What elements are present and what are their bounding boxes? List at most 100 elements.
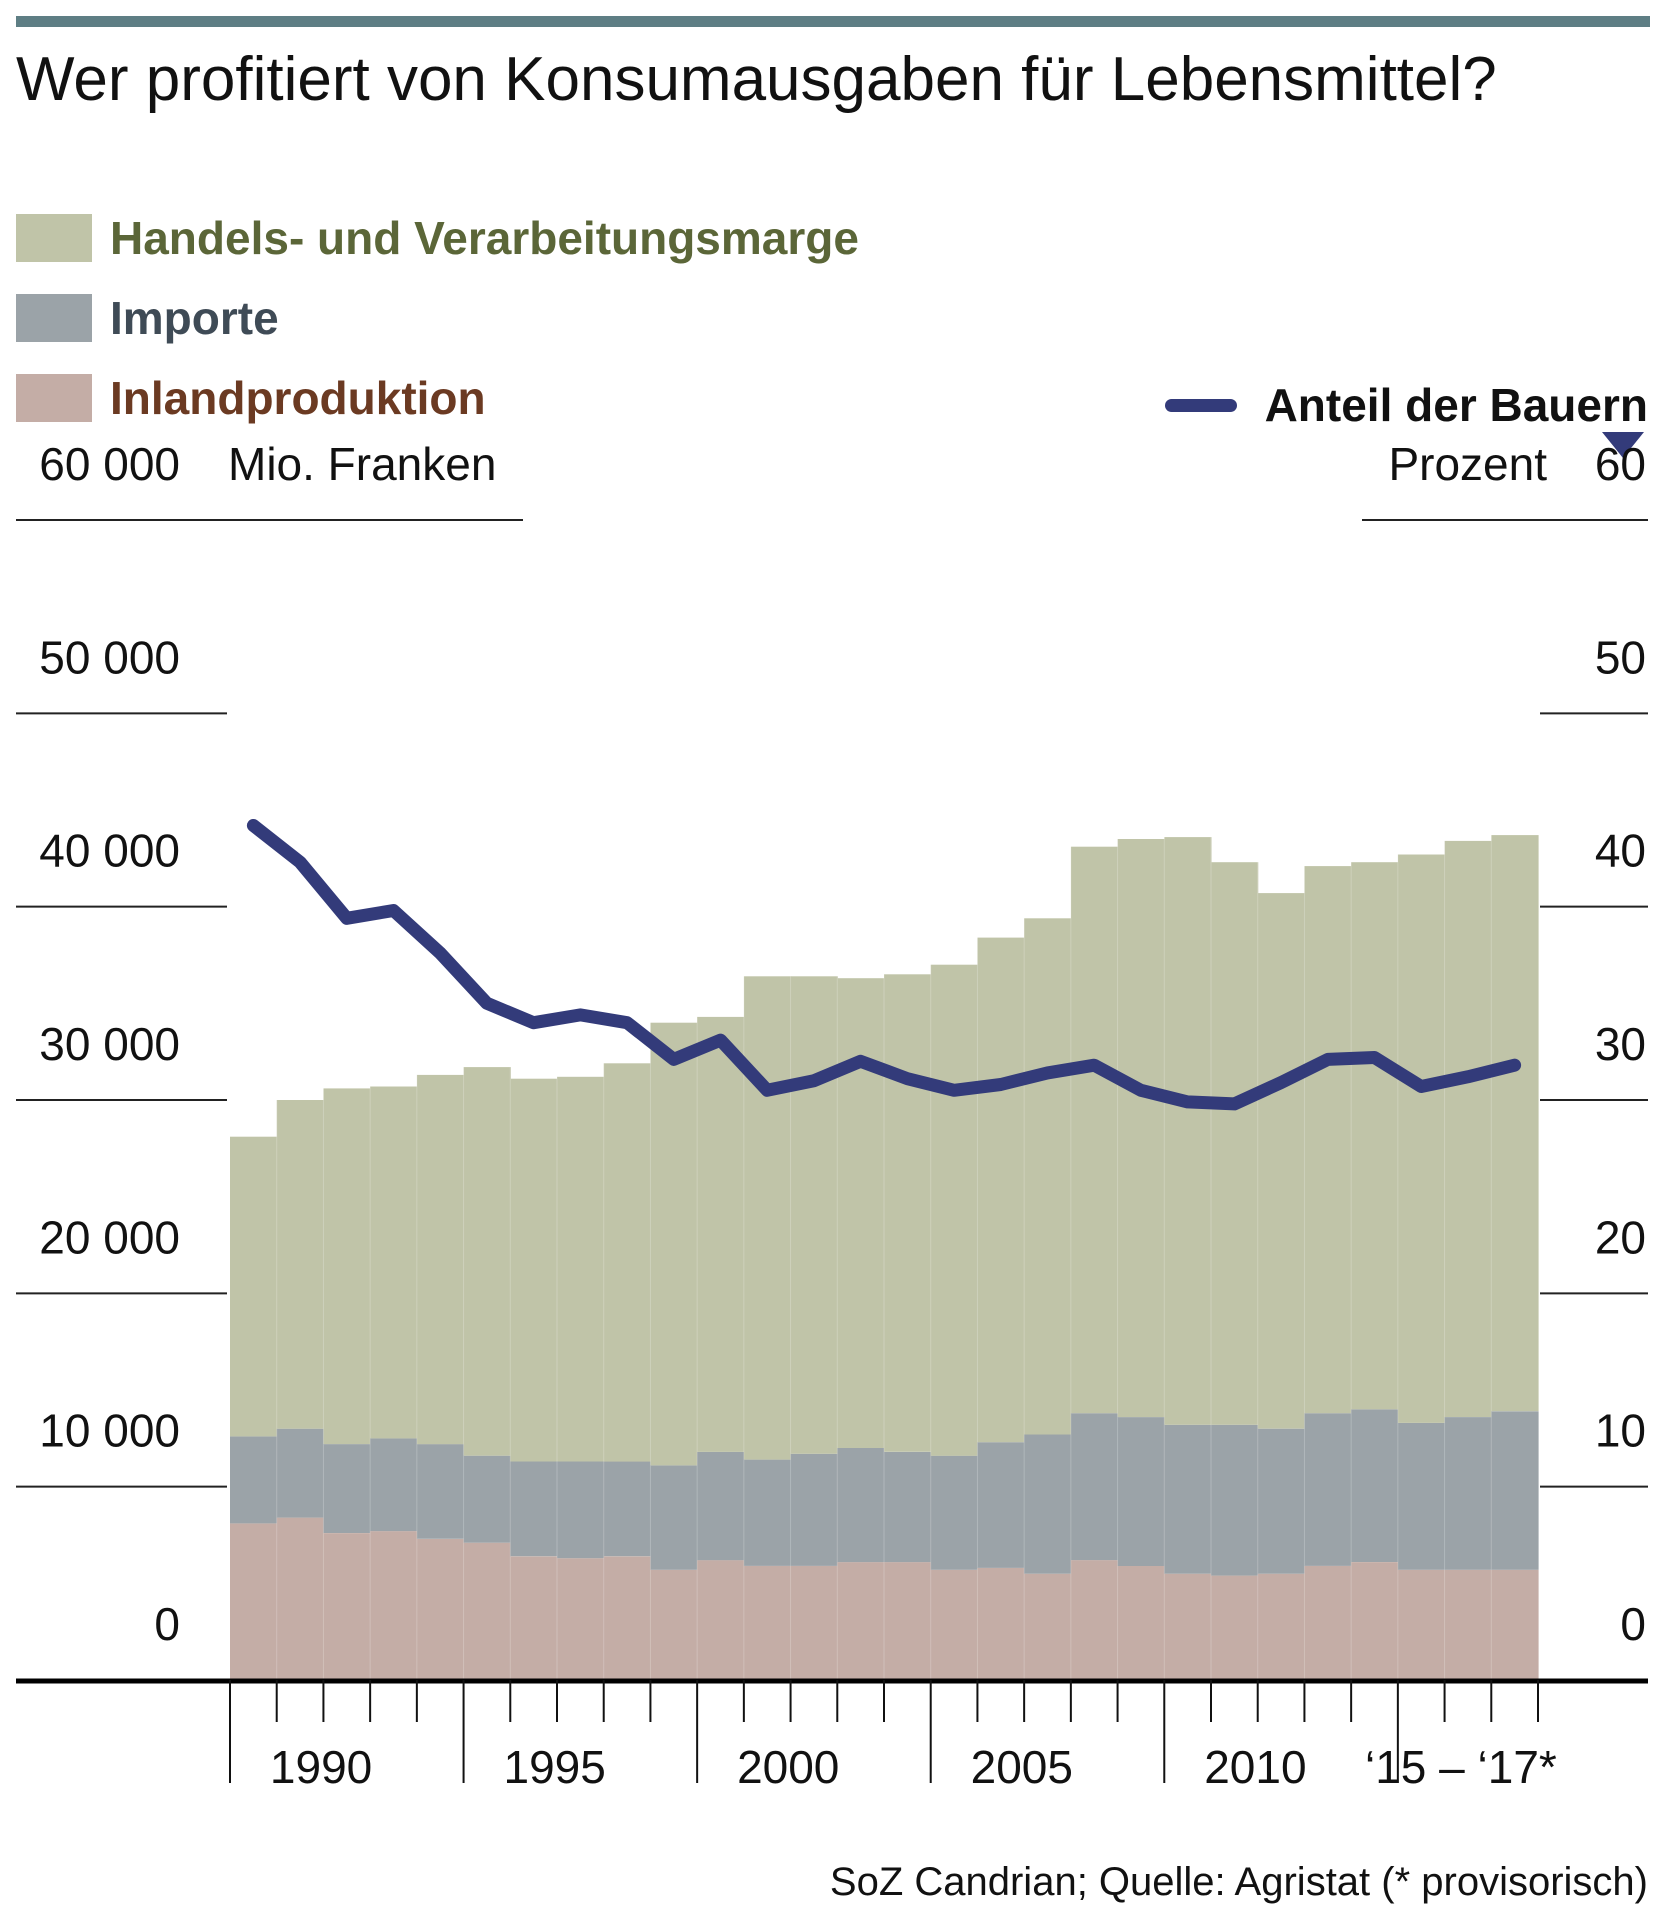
bar-handels--2013	[1351, 862, 1398, 1409]
bar-importe-2000	[744, 1460, 791, 1566]
bar-inlandproduktion-1999	[697, 1560, 744, 1680]
bar-importe-1996	[557, 1462, 604, 1559]
bar-handels--2000	[744, 976, 791, 1459]
bar-handels--2001	[791, 976, 838, 1454]
right-axis-unit: Prozent	[1388, 438, 1547, 490]
bar-handels--2004	[931, 965, 978, 1456]
bar-importe-1993	[417, 1444, 464, 1539]
bar-handels--2011	[1258, 893, 1305, 1429]
bar-handels--1993	[417, 1075, 464, 1444]
bar-handels--1991	[323, 1088, 370, 1444]
bar-handels--2012	[1304, 866, 1351, 1413]
bar-importe-2006	[1024, 1435, 1071, 1574]
bar-importe-2013	[1351, 1409, 1398, 1562]
left-tick-label: 30 000	[39, 1018, 180, 1070]
bar-inlandproduktion-2007	[1071, 1560, 1118, 1680]
left-tick-label: 20 000	[39, 1211, 180, 1263]
bar-inlandproduktion-2003	[884, 1562, 931, 1680]
left-tick-label: 60 000	[39, 438, 180, 490]
bar-handels--2005	[977, 938, 1024, 1443]
bar-inlandproduktion-2013	[1351, 1562, 1398, 1680]
x-tick-label: 2010	[1204, 1741, 1306, 1793]
bar-handels--2007	[1071, 847, 1118, 1413]
bar-inlandproduktion-2002	[837, 1562, 884, 1680]
left-tick-label: 50 000	[39, 631, 180, 683]
source-note: SoZ Candrian; Quelle: Agristat (* provis…	[830, 1860, 1648, 1905]
bar-handels--1997	[604, 1063, 651, 1461]
bar-importe-1999	[697, 1452, 744, 1560]
bar-handels--1994	[464, 1067, 511, 1456]
bar-importe-1990	[277, 1429, 324, 1518]
x-tick-label: 1995	[503, 1741, 605, 1793]
bar-inlandproduktion-2005	[977, 1568, 1024, 1680]
right-tick-label: 60	[1595, 438, 1646, 490]
bar-importe-1994	[464, 1456, 511, 1543]
bar-inlandproduktion-2009	[1164, 1574, 1211, 1680]
bar-importe-2002	[837, 1448, 884, 1562]
bar-importe-2008	[1118, 1417, 1165, 1566]
bar-importe-1991	[323, 1444, 370, 1533]
x-tick-label: 2005	[971, 1741, 1073, 1793]
bar-inlandproduktion-2006	[1024, 1574, 1071, 1680]
right-tick-label: 30	[1595, 1018, 1646, 1070]
left-axis-unit: Mio. Franken	[228, 438, 496, 490]
bar-handels--2014	[1398, 855, 1445, 1423]
bar-inlandproduktion-1989	[230, 1523, 277, 1680]
x-tick-label: ‘15 – ‘17*	[1365, 1741, 1557, 1793]
bar-importe-2009	[1164, 1425, 1211, 1574]
bar-inlandproduktion-2014	[1398, 1570, 1445, 1680]
left-tick-label: 0	[154, 1598, 180, 1650]
bar-inlandproduktion-1998	[650, 1570, 697, 1680]
bar-handels--2002	[837, 978, 884, 1448]
bar-importe-2001	[791, 1454, 838, 1566]
bar-handels--1992	[370, 1087, 417, 1439]
bar-importe-2004	[931, 1456, 978, 1570]
bar-importe-1989	[230, 1436, 277, 1523]
x-tick-label: 1990	[270, 1741, 372, 1793]
bar-importe-2012	[1304, 1413, 1351, 1566]
bar-importe-1995	[510, 1462, 557, 1557]
left-tick-label: 10 000	[39, 1405, 180, 1457]
bar-importe-2010	[1211, 1425, 1258, 1576]
right-tick-label: 10	[1595, 1405, 1646, 1457]
bar-importe-1997	[604, 1462, 651, 1557]
bar-inlandproduktion-2004	[931, 1570, 978, 1680]
bar-handels--2015	[1445, 841, 1492, 1417]
bar-inlandproduktion-1992	[370, 1531, 417, 1680]
bar-inlandproduktion-2012	[1304, 1566, 1351, 1680]
bar-handels--1998	[650, 1023, 697, 1466]
bar-inlandproduktion-2016	[1491, 1570, 1538, 1680]
bar-handels--2008	[1118, 839, 1165, 1417]
bar-inlandproduktion-1997	[604, 1556, 651, 1680]
bar-importe-2015	[1445, 1417, 1492, 1570]
bar-handels--1990	[277, 1100, 324, 1429]
x-axis: 1990 1995 2000 2005 2010 ‘15 – ‘17*	[16, 1680, 1648, 1793]
right-tick-label: 40	[1595, 825, 1646, 877]
bar-inlandproduktion-1995	[510, 1556, 557, 1680]
bar-stacks	[230, 520, 1539, 1680]
bar-handels--2006	[1024, 918, 1071, 1434]
bar-inlandproduktion-2015	[1445, 1570, 1492, 1680]
bar-importe-2011	[1258, 1429, 1305, 1574]
right-tick-label: 0	[1620, 1598, 1646, 1650]
right-tick-label: 50	[1595, 631, 1646, 683]
bar-inlandproduktion-2011	[1258, 1574, 1305, 1680]
left-tick-label: 40 000	[39, 825, 180, 877]
bar-handels--2016	[1491, 835, 1538, 1411]
bar-inlandproduktion-1993	[417, 1539, 464, 1680]
x-tick-label: 2000	[737, 1741, 839, 1793]
bar-handels--2009	[1164, 837, 1211, 1425]
bar-inlandproduktion-2010	[1211, 1576, 1258, 1680]
bar-importe-1998	[650, 1465, 697, 1569]
bar-importe-2003	[884, 1452, 931, 1562]
bar-inlandproduktion-1990	[277, 1518, 324, 1680]
bar-inlandproduktion-1994	[464, 1543, 511, 1680]
bar-inlandproduktion-1991	[323, 1533, 370, 1680]
bar-inlandproduktion-2008	[1118, 1566, 1165, 1680]
bar-importe-2014	[1398, 1423, 1445, 1570]
bar-handels--1989	[230, 1137, 277, 1437]
bar-handels--1996	[557, 1077, 604, 1462]
bar-importe-2016	[1491, 1411, 1538, 1570]
bar-importe-2005	[977, 1442, 1024, 1568]
